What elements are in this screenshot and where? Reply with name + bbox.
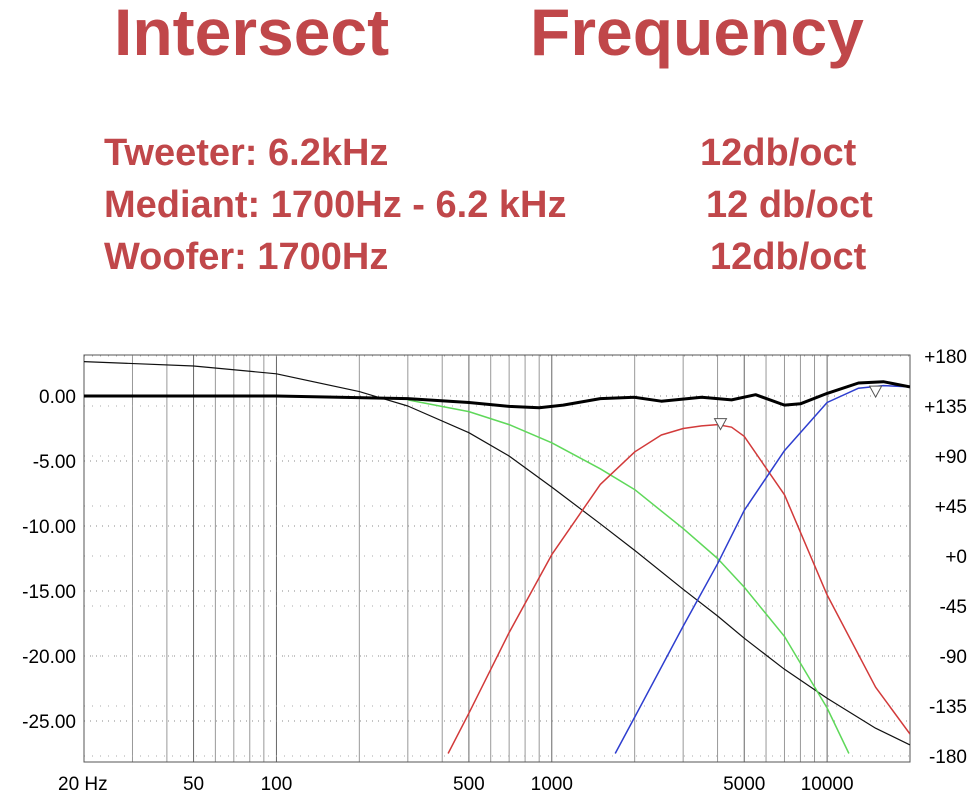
- x-tick-label: 1000: [531, 774, 573, 795]
- y2-tick-label: +0: [945, 547, 967, 568]
- y2-tick-label: -180: [929, 747, 967, 768]
- y2-tick-label: +45: [935, 497, 967, 518]
- phase-curve: [84, 361, 910, 746]
- axis-labels: 20 Hz 50 100 500 1000 5000 10000 0.00 -5.00 -10.0…: [22, 347, 967, 795]
- x-tick-label: 5000: [723, 774, 765, 795]
- y-tick-label: 0.00: [39, 387, 76, 408]
- y2-tick-label: -135: [929, 697, 967, 718]
- woofer-curve: [407, 399, 850, 754]
- y-tick-label: -15.00: [22, 582, 76, 603]
- tweeter-slope: 12db/oct: [700, 132, 857, 174]
- sum-curve: [84, 380, 910, 410]
- mediant-spec: Mediant: 1700Hz - 6.2 kHz: [104, 184, 567, 226]
- y2-tick-label: -90: [940, 647, 967, 668]
- x-tick-label: 100: [261, 774, 293, 795]
- x-tick-label: 20 Hz: [58, 774, 108, 795]
- y-tick-label: -5.00: [33, 452, 76, 473]
- frequency-response-chart: 20 Hz 50 100 500 1000 5000 10000 0.00 -5.00 -10.0…: [22, 347, 967, 795]
- title-frequency: Frequency: [530, 0, 864, 69]
- x-tick-label: 500: [453, 774, 485, 795]
- mediant-curve: [447, 423, 910, 754]
- y2-tick-label: +135: [924, 397, 967, 418]
- woofer-spec: Woofer: 1700Hz: [104, 236, 389, 278]
- woofer-slope: 12db/oct: [710, 236, 867, 278]
- mediant-marker: [713, 418, 728, 431]
- grid: [83, 355, 911, 762]
- y2-tick-label: -45: [940, 597, 967, 618]
- tweeter-marker: [868, 385, 883, 399]
- mediant-slope: 12 db/oct: [706, 184, 873, 226]
- plot-frame: [83, 354, 911, 763]
- title-intersect: Intersect: [114, 0, 390, 69]
- y2-tick-label: +180: [924, 347, 967, 368]
- markers: [713, 385, 883, 431]
- title: Intersect Frequency: [0, 0, 980, 74]
- x-tick-label: 10000: [801, 774, 854, 795]
- curves: [84, 361, 910, 754]
- y-tick-label: -20.00: [22, 647, 76, 668]
- x-tick-label: 50: [183, 774, 204, 795]
- y-tick-label: -25.00: [22, 712, 76, 733]
- tweeter-spec: Tweeter: 6.2kHz: [104, 132, 389, 174]
- y2-tick-label: +90: [935, 447, 967, 468]
- y-tick-label: -10.00: [22, 517, 76, 538]
